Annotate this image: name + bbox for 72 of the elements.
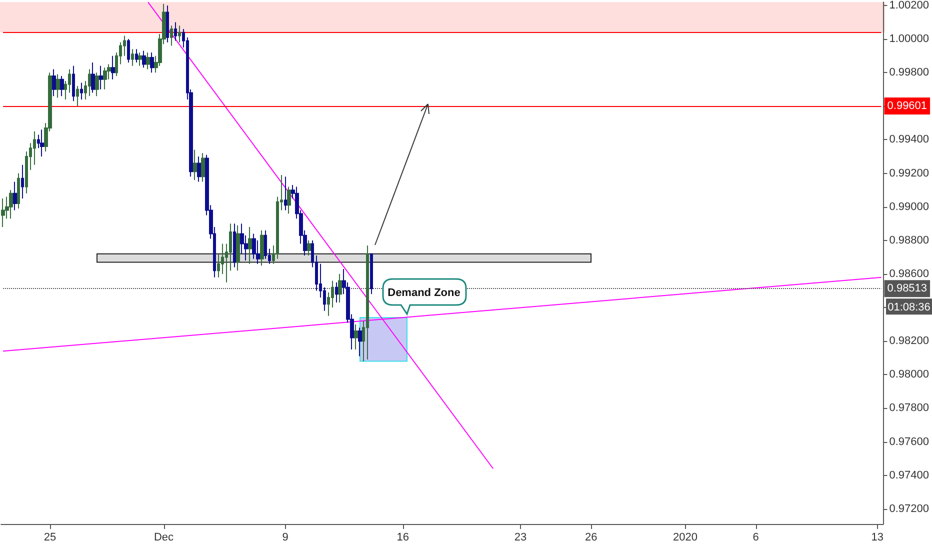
y-tick-label: 0.97400 [889,469,930,482]
candlestick [366,244,369,360]
candlestick [103,67,107,90]
candlestick [170,25,173,46]
x-tick-label: 2020 [672,532,698,544]
candlestick [370,253,373,295]
y-tick-label: 0.98600 [889,268,930,280]
candlestick [354,324,358,350]
ref-line-label: 0.98513 [887,282,928,295]
candlestick [233,223,236,268]
x-tick-label: 25 [44,532,56,544]
y-tick-label: 0.97800 [889,402,930,414]
candlestick [178,25,181,43]
x-tick-label: 6 [752,532,759,544]
y-tick-label: 0.99200 [889,167,930,180]
x-tick-label: 16 [396,532,410,544]
candlestick [131,48,134,66]
candlestick [248,226,252,264]
ref-line-label: 0.99601 [887,100,928,112]
candlestick [91,62,95,94]
y-tick-label: 0.99800 [889,66,930,79]
x-tick-label: 9 [282,532,288,544]
x-tick-label: 26 [585,532,598,544]
candlestick [9,190,13,220]
x-tick-label: 13 [871,532,884,544]
candlestick [13,181,17,211]
candlestick [335,282,338,304]
candlestick [76,86,79,107]
candlestick [142,50,146,68]
candlestick [21,164,24,199]
y-tick-label: 0.98000 [889,368,930,381]
y-tick-label: 0.98800 [889,234,930,246]
candlestick [260,230,264,266]
y-tick-label: 0.99000 [889,200,930,213]
candlestick [80,82,83,100]
candlestick [138,52,142,66]
candlestick [135,48,138,64]
x-tick-label: Dec [154,532,174,544]
candlestick [72,65,75,102]
candlestick [358,327,362,357]
candlestick [52,68,56,97]
y-tick-label: 1.00200 [889,0,930,12]
candlestick [201,152,205,182]
candlestick [146,52,150,70]
candlestick [307,240,311,256]
candlestick [150,52,154,74]
y-tick-label: 0.97600 [889,436,930,448]
y-tick-label: 1.00000 [889,33,930,46]
candlestick [287,186,291,214]
candlestick [17,172,20,210]
candlestick [284,176,287,211]
candlestick [60,75,64,97]
candlestick [127,38,130,64]
candlestick [40,129,44,158]
candlestick [56,74,60,98]
y-tick-label: 0.99400 [889,134,930,146]
candlestick [88,68,91,97]
x-tick-label: 23 [514,532,527,544]
candlestick [111,55,115,80]
text: 01:08:36 [888,302,930,314]
candlestick [174,22,177,42]
candlestick [95,72,99,97]
band-label: Demand Zone [388,287,460,299]
candlestick [236,224,240,272]
candlestick [166,5,169,43]
candlestick [193,149,197,181]
candlestick [197,156,201,182]
y-tick-label: 0.97200 [889,502,930,515]
candlestick [99,65,103,90]
candlestick [1,198,5,228]
candlestick [338,273,342,304]
y-tick-label: 0.98200 [889,335,930,348]
